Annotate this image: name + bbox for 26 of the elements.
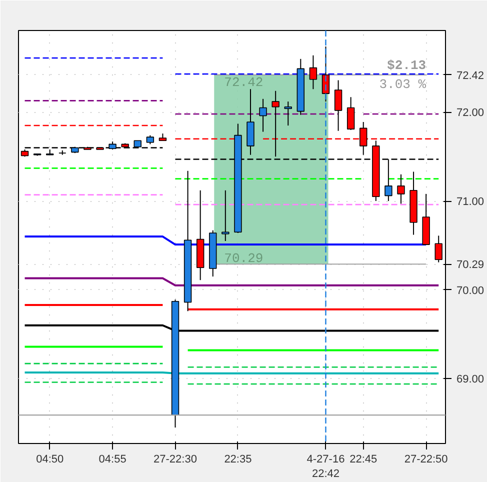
- candlestick: [246, 88, 254, 156]
- y-tick-label: 71.00: [456, 196, 484, 208]
- candlestick: [397, 174, 405, 204]
- y-tick-label: 70.00: [456, 284, 484, 297]
- y-tick-label: 70.29: [456, 259, 484, 272]
- candlestick: [309, 54, 318, 90]
- candlestick: [222, 190, 230, 242]
- annotation: 3.03 %: [379, 76, 426, 92]
- candlestick: [434, 235, 442, 263]
- candlestick: [284, 101, 292, 126]
- x-tick-label: 22:45: [350, 454, 378, 466]
- x-tick-label: 4-27-16 22:42: [306, 454, 345, 480]
- annotation: 72.42: [224, 74, 264, 90]
- x-tick-label: 27-22:30: [154, 454, 197, 466]
- x-tick-label: 22:35: [224, 454, 252, 466]
- x-tick-label: 04:50: [36, 454, 64, 466]
- annotation: 70.29: [224, 251, 264, 266]
- annotation: $2.13: [387, 58, 426, 73]
- y-tick-label: 69.00: [456, 374, 484, 386]
- y-tick-label: 72.42: [456, 70, 484, 82]
- x-tick-label: 04:55: [98, 454, 126, 466]
- candlestick: [334, 80, 342, 132]
- y-tick-label: 72.00: [456, 107, 484, 120]
- candlestick: [346, 96, 355, 130]
- candlestick: [259, 98, 267, 132]
- x-tick-label: 27-22:50: [404, 454, 448, 466]
